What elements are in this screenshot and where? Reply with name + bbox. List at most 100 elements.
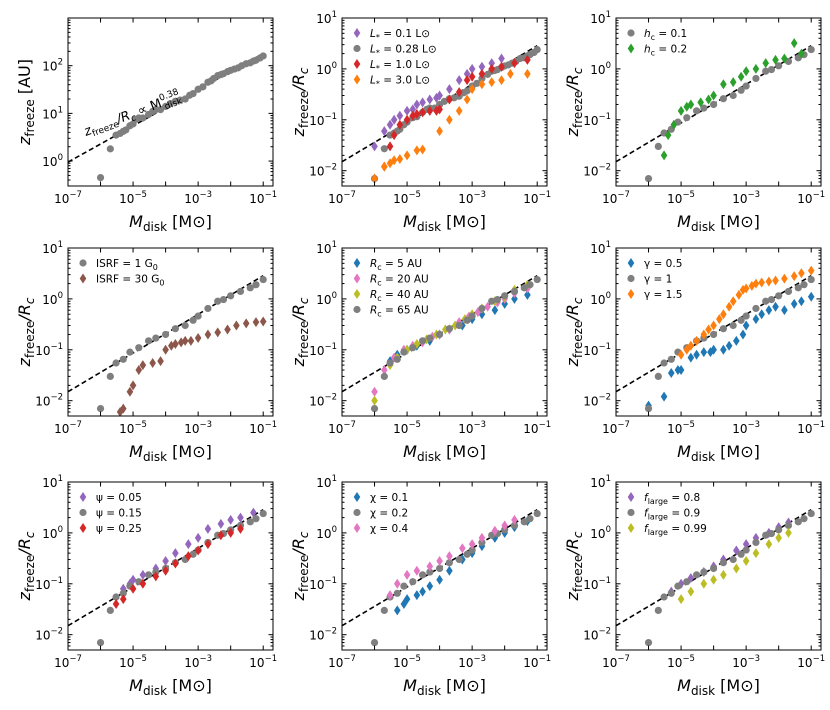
data-point [96, 404, 105, 413]
data-point [742, 556, 750, 567]
legend-label: ψ = 0.15 [96, 508, 142, 520]
y-tick-label: 100 [590, 291, 611, 307]
xlabel-main: M [403, 442, 417, 461]
tick-base: 10 [54, 656, 69, 670]
tick-exp: −5 [408, 420, 421, 430]
data-point [157, 356, 164, 367]
x-axis-label: Mdisk [M⊙] [403, 676, 486, 698]
legend-sub: large [648, 513, 668, 522]
data-point [807, 291, 815, 302]
tick-base: 10 [590, 293, 605, 307]
series-3 [677, 527, 792, 605]
data-point [493, 295, 502, 304]
legend-main: γ = 1 [644, 274, 672, 286]
data-point [798, 268, 805, 279]
y-axis-label: zfreeze/Rc [563, 297, 585, 367]
data-point [214, 297, 222, 305]
tick-exp: 2 [58, 58, 63, 68]
y-tick-label: 101 [316, 240, 337, 256]
x-tick-label: 10−5 [393, 420, 421, 436]
tick-exp: 0 [58, 525, 63, 535]
y-tick-label: 101 [316, 474, 337, 490]
xlabel-main: M [129, 676, 143, 695]
data-point [185, 551, 192, 562]
x-axis-label: Mdisk [M⊙] [129, 212, 212, 234]
data-point [409, 578, 417, 586]
series-3 [386, 514, 518, 601]
data-point [488, 58, 496, 69]
data-point [705, 324, 712, 335]
xlabel-main: M [677, 442, 691, 461]
data-point [501, 292, 509, 300]
x-axis-label: Mdisk [M⊙] [403, 442, 486, 464]
tick-base: 10 [119, 192, 134, 206]
tick-base: 10 [590, 12, 605, 26]
data-point [463, 550, 471, 558]
data-point [800, 515, 808, 523]
tick-base: 10 [583, 114, 598, 128]
data-point [790, 271, 798, 282]
data-point [426, 94, 434, 105]
data-point [252, 281, 260, 289]
tick-exp: −1 [813, 190, 826, 200]
data-point [775, 526, 783, 534]
data-point [720, 344, 727, 355]
xlabel-main: M [677, 212, 691, 231]
ylabel-ratio: /R [289, 74, 308, 93]
data-point [488, 297, 496, 305]
legend-label: χ = 0.1 [370, 492, 408, 504]
axes-frame [341, 481, 548, 651]
data-point [463, 94, 471, 105]
ylabel-sub: freeze [297, 91, 311, 128]
x-tick-label: 10−3 [458, 420, 486, 436]
legend-label: flarge = 0.99 [644, 523, 707, 537]
x-tick-label: 10−1 [249, 654, 277, 670]
legend-marker [627, 492, 635, 502]
data-point [742, 539, 750, 550]
data-point [733, 563, 740, 574]
series-1 [393, 516, 531, 616]
data-point [436, 564, 444, 573]
legend-sub: * [376, 80, 380, 89]
data-point [445, 559, 453, 567]
data-point [119, 355, 127, 363]
data-point [204, 539, 212, 550]
tick-exp: −1 [265, 420, 278, 430]
legend-label: L* = 3.0 L⊙ [370, 75, 430, 89]
legend-sub: c [651, 33, 655, 42]
data-point [687, 340, 695, 351]
data-point [700, 347, 708, 358]
data-point [775, 292, 783, 300]
data-point [227, 514, 234, 525]
legend-main: ψ = 0.25 [96, 523, 142, 535]
legend: χ = 0.1 χ = 0.2 χ = 0.4 [353, 492, 409, 535]
data-point [484, 301, 491, 312]
tick-base: 10 [42, 527, 57, 541]
data-point [259, 52, 267, 60]
legend-rest: = 0.2 [655, 44, 687, 56]
data-point [413, 590, 421, 601]
tick-base: 10 [583, 165, 598, 179]
data-point [501, 520, 508, 531]
data-point [463, 68, 471, 79]
data-point [790, 298, 798, 309]
data-point [396, 110, 404, 121]
data-point [520, 284, 528, 292]
xlabel-sub: disk [691, 220, 715, 234]
ylabel-ratio-sub: c [571, 531, 585, 538]
tick-base: 10 [602, 192, 617, 206]
data-point [719, 559, 727, 567]
data-point [468, 71, 476, 82]
x-tick-label: 10−3 [732, 190, 760, 206]
data-point [413, 565, 421, 576]
data-point [498, 75, 505, 86]
x-tick-label: 10−7 [328, 654, 356, 670]
tick-base: 10 [590, 476, 605, 490]
y-tick-label: 10−1 [35, 576, 63, 592]
tick-exp: 1 [606, 10, 611, 20]
legend-rest: = 0.99 [668, 523, 707, 535]
legend-label: L* = 0.1 L⊙ [370, 28, 430, 42]
legend-marker [627, 274, 635, 283]
data-point [252, 515, 260, 523]
tick-exp: −1 [324, 112, 337, 122]
